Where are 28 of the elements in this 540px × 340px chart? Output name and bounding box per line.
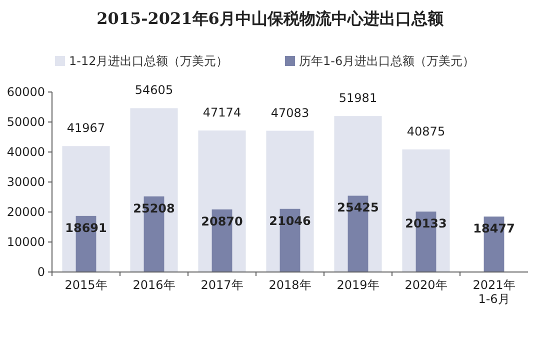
x-tick-label: 2021年 1-6月 bbox=[472, 278, 516, 306]
data-label: 40875 bbox=[406, 124, 446, 138]
y-tick-label: 0 bbox=[37, 265, 45, 279]
legend-label: 1-12月进出口总额（万美元） bbox=[69, 54, 228, 68]
x-tick-label: 2016年 bbox=[132, 278, 176, 292]
x-tick-label: 2019年 bbox=[336, 278, 380, 292]
data-label: 21046 bbox=[269, 214, 311, 228]
y-tick-label: 30000 bbox=[6, 175, 45, 189]
data-label: 25425 bbox=[337, 200, 379, 215]
data-label: 51981 bbox=[338, 91, 378, 106]
data-label: 20870 bbox=[201, 214, 243, 228]
legend-label: 历年1-6月进出口总额（万美元） bbox=[299, 54, 475, 68]
y-tick-label: 10000 bbox=[6, 235, 45, 249]
x-tick-label: 2015年 bbox=[64, 278, 108, 292]
y-tick-label: 60000 bbox=[6, 85, 45, 99]
data-label: 47174 bbox=[202, 105, 242, 120]
x-tick-label: 2018年 bbox=[268, 278, 312, 292]
data-label: 47083 bbox=[270, 106, 310, 120]
data-label: 54605 bbox=[134, 83, 174, 98]
x-tick-label: 2017年 bbox=[200, 278, 244, 292]
y-tick-label: 50000 bbox=[6, 115, 45, 129]
data-label: 25208 bbox=[133, 201, 175, 216]
y-tick-label: 20000 bbox=[6, 205, 45, 219]
data-label: 41967 bbox=[66, 121, 106, 136]
x-tick-label: 2020年 bbox=[404, 278, 448, 292]
chart-title: 2015-2021年6月中山保税物流中心进出口总额 bbox=[96, 9, 444, 28]
data-label: 20133 bbox=[405, 216, 447, 231]
y-tick-label: 40000 bbox=[6, 145, 45, 159]
